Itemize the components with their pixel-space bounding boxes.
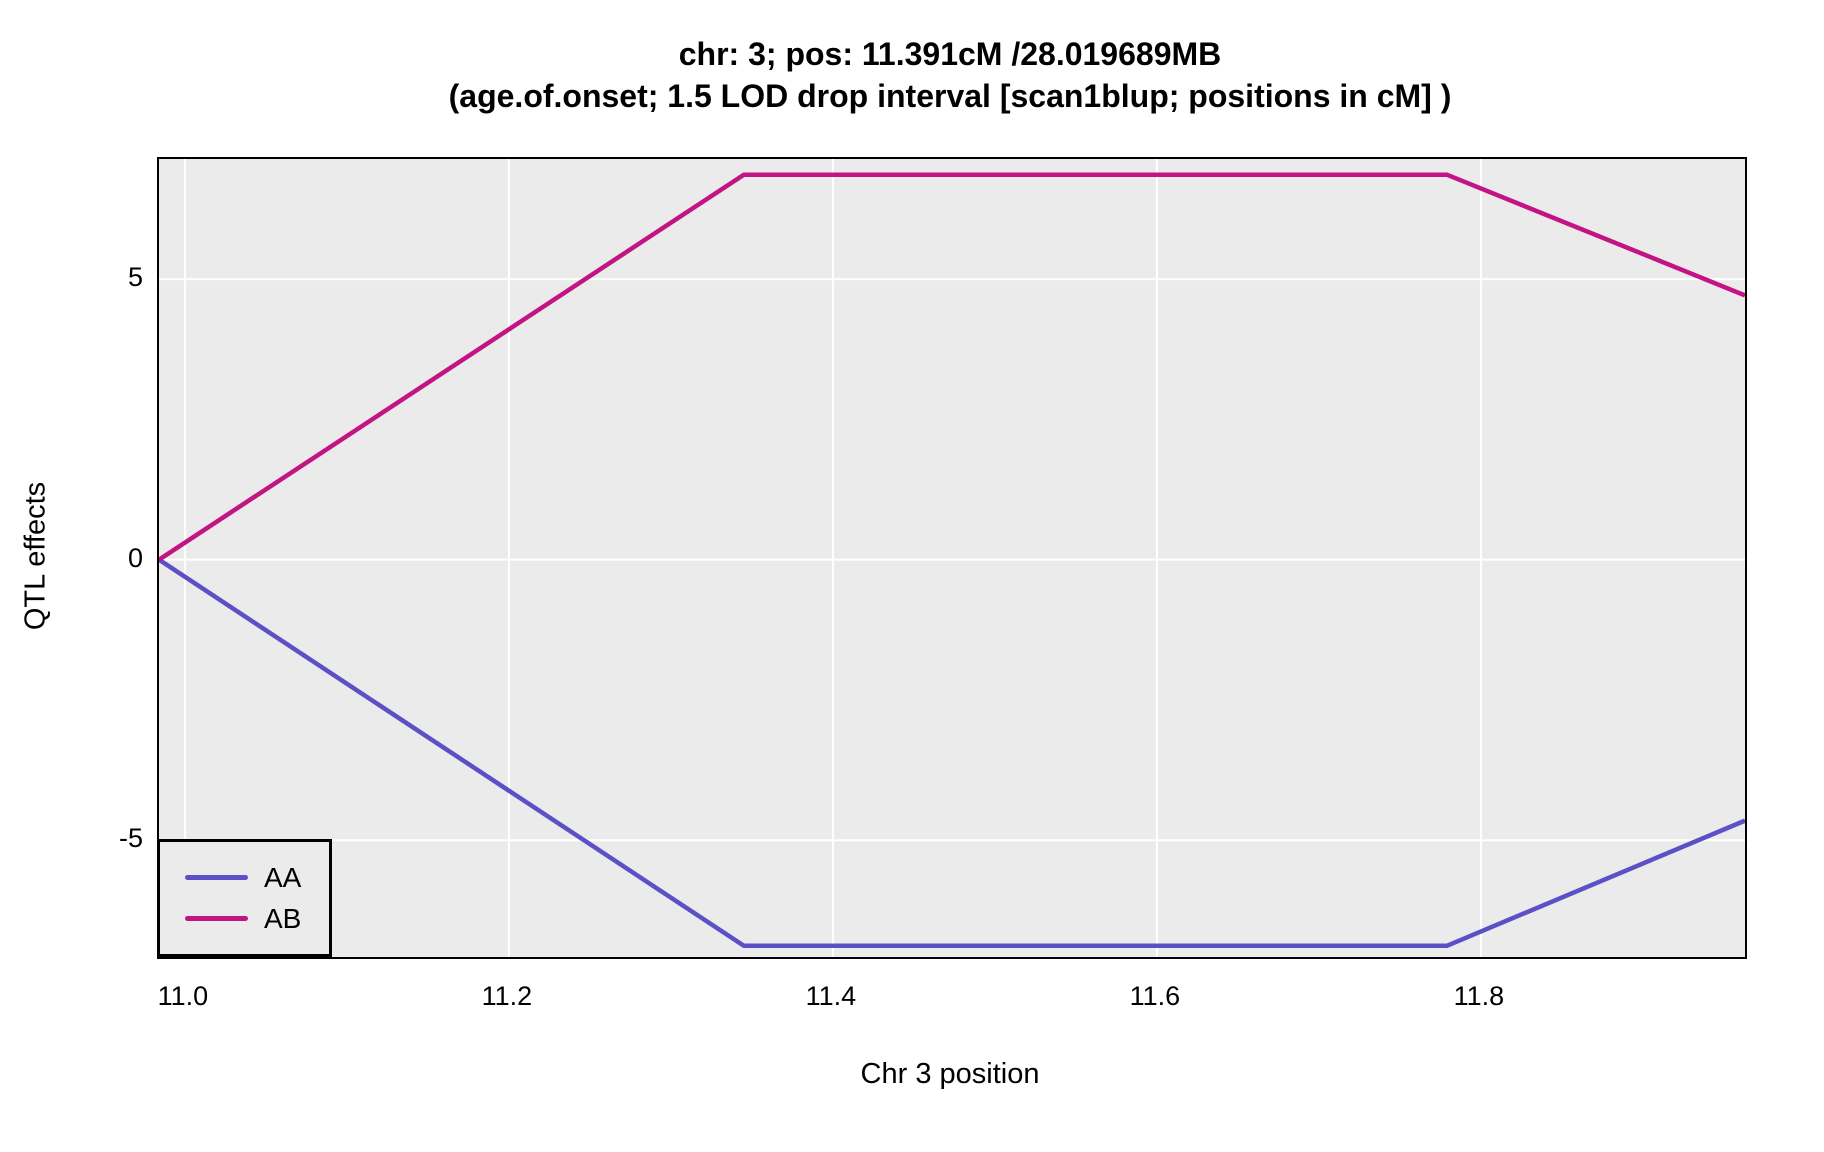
y-tick-label: -5	[118, 823, 143, 854]
series-line-ab	[159, 172, 1745, 562]
x-tick-label: 11.8	[1453, 981, 1505, 1011]
legend: AA AB	[157, 839, 332, 957]
legend-item-label: AB	[264, 902, 302, 934]
chart-title-line1: chr: 3; pos: 11.391cM /28.019689MB	[678, 36, 1222, 72]
x-tick-label: 11.6	[1129, 981, 1181, 1011]
x-tick-label: 11.2	[481, 981, 533, 1011]
series-line-aa	[159, 557, 1745, 949]
y-tick-label: 5	[127, 262, 143, 293]
legend-item: AA	[185, 861, 329, 893]
chart-title-line2: (age.of.onset; 1.5 LOD drop interval [sc…	[448, 78, 1452, 114]
y-tick-label: 0	[127, 542, 143, 573]
x-tick-label: 11.0	[157, 981, 209, 1011]
x-axis-title: Chr 3 position	[860, 1058, 1040, 1090]
plot-area	[157, 157, 1747, 959]
legend-item: AB	[185, 902, 329, 934]
plot-canvas	[159, 159, 1745, 957]
chart-title: chr: 3; pos: 11.391cM /28.019689MB (age.…	[157, 33, 1743, 117]
x-tick-label: 11.4	[805, 981, 857, 1011]
legend-item-label: AA	[264, 861, 302, 893]
legend-line-sample	[185, 875, 248, 880]
legend-line-sample	[185, 916, 248, 921]
